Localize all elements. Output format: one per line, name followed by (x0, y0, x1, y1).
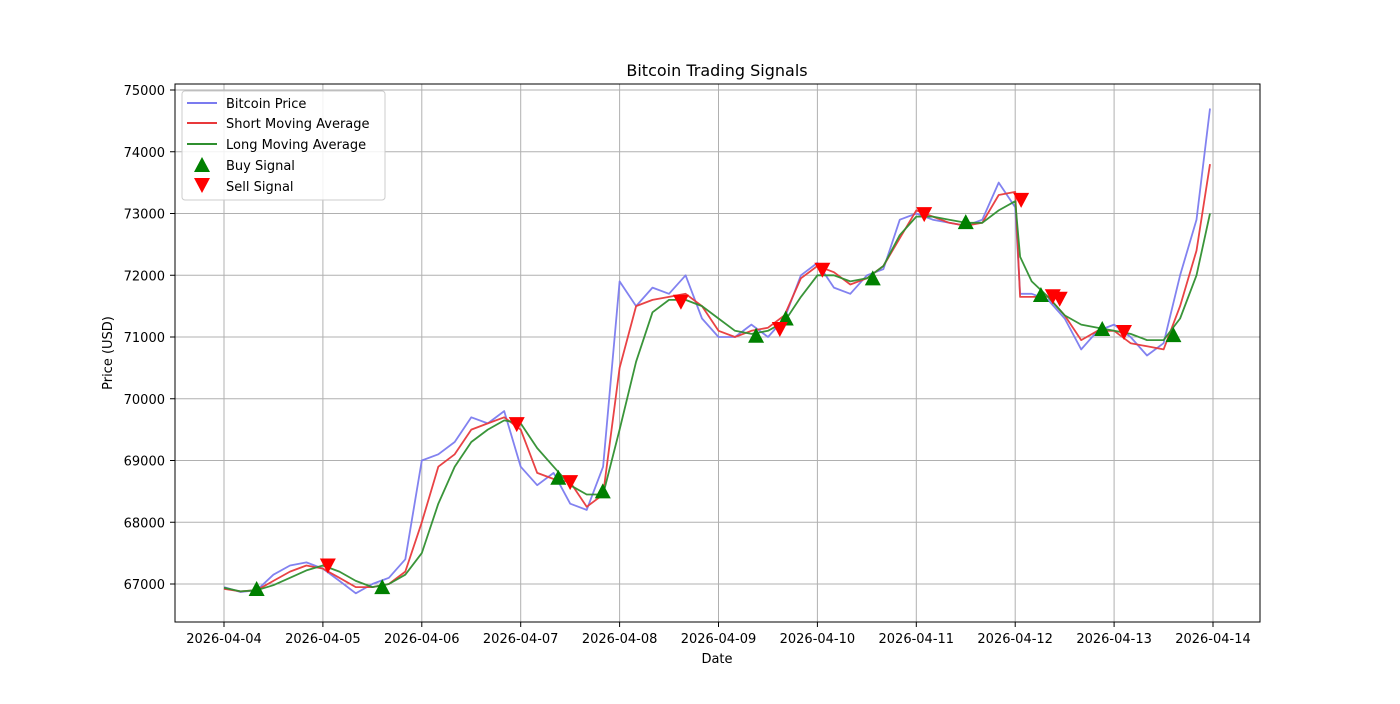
sell-signal-marker (771, 321, 788, 337)
y-tick-label: 70000 (124, 393, 165, 408)
chart-title: Bitcoin Trading Signals (626, 61, 807, 80)
sell-signal-icon (194, 178, 210, 193)
sell-signal-marker (319, 558, 336, 574)
x-tick-label: 2026-04-06 (384, 632, 460, 647)
x-axis: 2026-04-04 2026-04-05 2026-04-06 2026-04-07… (186, 622, 1251, 647)
buy-signal-marker (957, 214, 974, 230)
buy-signal-marker (594, 483, 611, 499)
buy-signal-marker (1094, 320, 1111, 336)
y-tick-label: 72000 (124, 269, 165, 284)
y-tick-label: 71000 (124, 331, 165, 346)
x-tick-label: 2026-04-07 (483, 632, 559, 647)
legend-price-label: Bitcoin Price (226, 97, 306, 112)
sell-signal-marker (562, 475, 579, 491)
y-axis-label: Price (USD) (101, 316, 116, 390)
plot-frame (174, 83, 1261, 623)
legend-long-ma-label: Long Moving Average (226, 138, 366, 153)
x-tick-label: 2026-04-04 (186, 632, 262, 647)
signal-markers (248, 192, 1182, 596)
buy-signal-marker (374, 579, 391, 595)
x-tick-label: 2026-04-05 (285, 632, 361, 647)
x-tick-label: 2026-04-09 (681, 632, 757, 647)
sell-signal-marker (672, 294, 689, 310)
y-tick-label: 74000 (124, 146, 165, 161)
x-axis-label: Date (701, 652, 732, 667)
x-tick-label: 2026-04-13 (1076, 632, 1152, 647)
x-tick-label: 2026-04-14 (1175, 632, 1251, 647)
x-tick-label: 2026-04-10 (780, 632, 856, 647)
buy-signal-marker (550, 469, 567, 485)
buy-signal-marker (248, 580, 265, 596)
long-ma-line (223, 200, 1211, 593)
x-tick-label: 2026-04-11 (879, 632, 955, 647)
legend-sell-label: Sell Signal (226, 180, 294, 195)
y-tick-label: 73000 (124, 208, 165, 223)
buy-signal-marker (864, 270, 881, 286)
x-tick-label: 2026-04-12 (977, 632, 1053, 647)
x-tick-label: 2026-04-08 (582, 632, 658, 647)
legend-short-ma-label: Short Moving Average (226, 117, 370, 132)
legend: Bitcoin Price Short Moving Average Long … (181, 90, 386, 201)
y-axis: 67000 68000 69000 70000 71000 72000 73000 74000… (124, 84, 175, 593)
sell-signal-marker (1115, 325, 1132, 341)
buy-signal-marker (1165, 327, 1182, 343)
legend-buy-label: Buy Signal (226, 159, 295, 174)
buy-signal-icon (194, 157, 210, 172)
buy-signal-marker (748, 327, 765, 343)
buy-signal-marker (1032, 287, 1049, 303)
sell-signal-marker (1013, 192, 1030, 208)
sell-signal-marker (916, 207, 933, 223)
y-tick-label: 67000 (124, 578, 165, 593)
sell-signal-marker (1051, 291, 1068, 307)
grid-lines (175, 84, 1260, 622)
sell-signal-marker (508, 417, 525, 433)
buy-signal-marker (777, 310, 794, 326)
y-tick-label: 69000 (124, 455, 165, 470)
sell-signal-marker (814, 262, 831, 278)
y-tick-label: 75000 (124, 84, 165, 99)
y-tick-label: 68000 (124, 516, 165, 531)
